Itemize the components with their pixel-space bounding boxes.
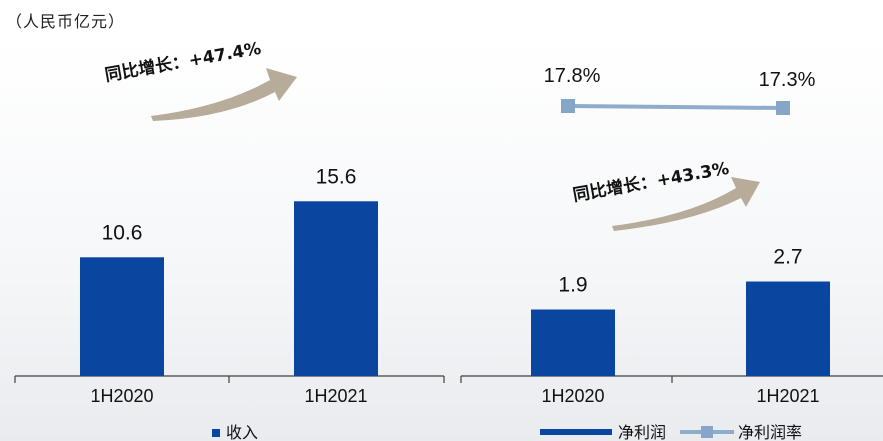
revenue-data-label-1H2020: 10.6 [102, 221, 143, 244]
unit-label: （人民币亿元） [6, 12, 126, 31]
net-margin-label-1H2020: 17.8% [544, 65, 601, 87]
right-chart: 1.9 2.7 17.8% 17.3% 1H2020 1H2021 同比增长：+… [460, 65, 883, 441]
net-profit-data-label-1H2021: 2.7 [773, 246, 802, 269]
revenue-legend-label: 收入 [226, 423, 258, 441]
net-margin-label-1H2021: 17.3% [759, 69, 816, 91]
net-margin-line [567, 104, 784, 110]
growth-arrow [151, 68, 297, 121]
net-profit-bar-1H2020 [531, 309, 615, 376]
net-profit-legend-label: 净利润 [618, 423, 666, 441]
revenue-bar-1H2021 [294, 201, 378, 376]
x-tick-label-1H2020: 1H2020 [541, 386, 604, 406]
x-tick-label-1H2020: 1H2020 [90, 386, 153, 406]
net-margin-legend-label: 净利润率 [738, 423, 802, 441]
revenue-bar-1H2020 [80, 257, 164, 376]
net-profit-bar-1H2021 [746, 281, 830, 376]
net-profit-data-label-1H2020: 1.9 [558, 274, 587, 297]
net-margin-marker-1H2021 [776, 101, 790, 115]
net-margin-marker-1H2020 [561, 99, 575, 113]
revenue-legend-swatch [212, 429, 220, 437]
x-tick-label-1H2021: 1H2021 [756, 386, 819, 406]
growth-arrow [612, 177, 760, 231]
revenue-data-label-1H2021: 15.6 [316, 165, 357, 188]
net-profit-legend-swatch [540, 429, 612, 435]
x-tick-label-1H2021: 1H2021 [304, 386, 367, 406]
net-margin-legend-marker [701, 426, 713, 438]
